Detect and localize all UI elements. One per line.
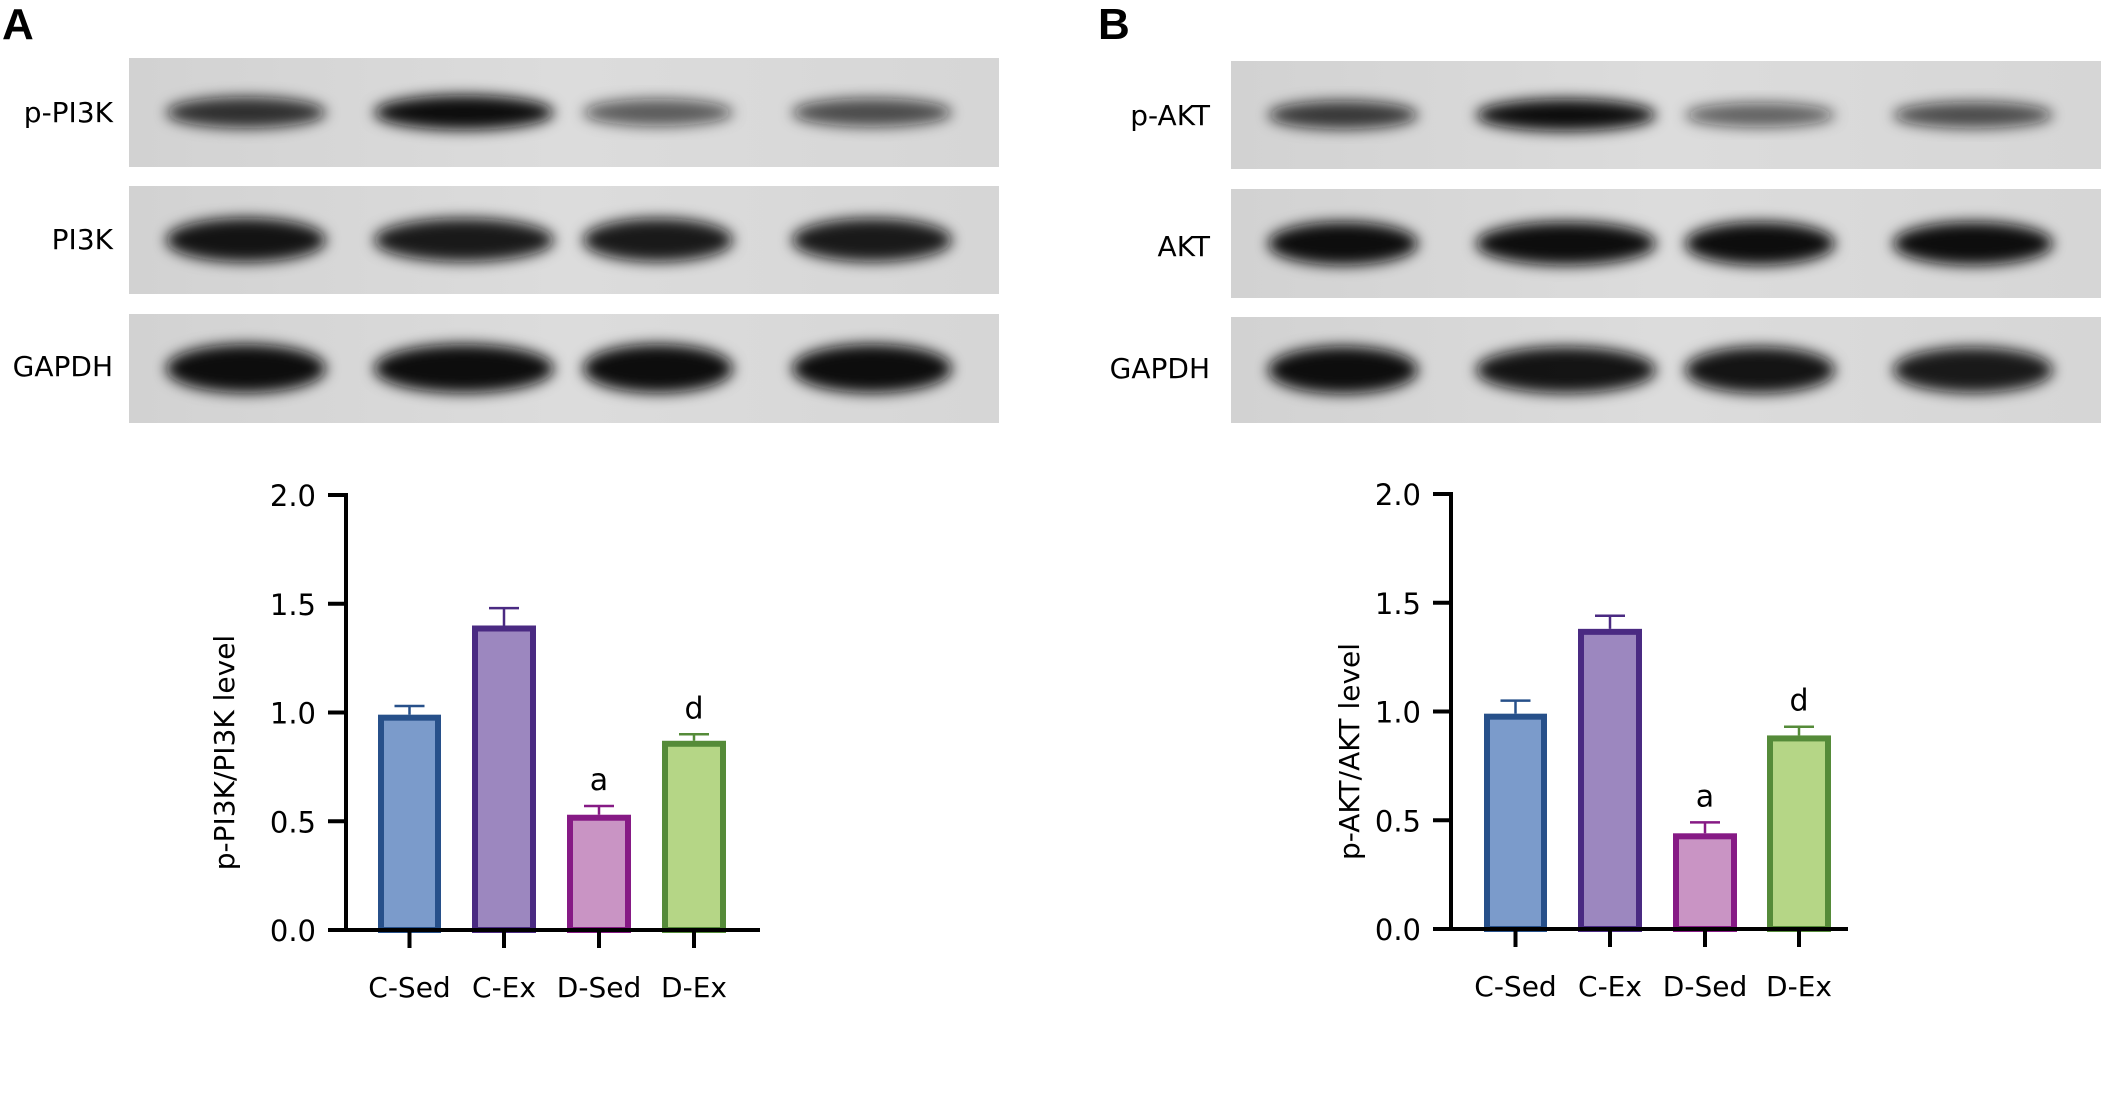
blot-label-b-1: p-AKT	[1130, 99, 1210, 132]
y-tick-label: 2.0	[1375, 478, 1421, 512]
x-tick-label: D-Ex	[661, 971, 727, 1004]
blot-band	[1893, 347, 2053, 393]
x-tick-label: C-Ex	[1578, 970, 1642, 1003]
blot-label-a-2: PI3K	[51, 223, 113, 256]
blot-band	[1268, 221, 1418, 266]
blot-band	[374, 218, 554, 262]
bar-c-sed	[378, 714, 441, 933]
bar-c-ex	[1578, 628, 1642, 932]
blot-band	[1476, 346, 1656, 394]
blot-band	[583, 98, 733, 127]
blot-band	[792, 343, 952, 394]
blot-band	[583, 218, 733, 262]
blot-label-b-3: GAPDH	[1109, 352, 1210, 385]
blot-band	[374, 95, 554, 130]
x-tick-label: C-Sed	[1474, 970, 1556, 1003]
blot-band	[1268, 100, 1418, 130]
bar-c-sed	[1484, 713, 1547, 932]
blot-band	[166, 217, 326, 263]
bar-chart-b: C-Sed C-Ex a D-Sed d D-Ex 0.0 0.5 1.0 1.5 2.0 p-AKT…	[1333, 478, 1848, 1003]
bar-c-ex	[472, 625, 536, 933]
y-tick-label: 1.0	[270, 697, 316, 731]
blot-band	[166, 343, 326, 394]
panel-b-letter: B	[1098, 0, 1130, 49]
bar-d-sed	[567, 814, 631, 933]
x-tick-label: D-Ex	[1766, 970, 1832, 1003]
x-tick-label: D-Sed	[557, 971, 641, 1004]
y-tick-label: 1.5	[1375, 587, 1421, 621]
western-blot-strip	[129, 186, 999, 294]
western-blot-strip	[1231, 317, 2101, 423]
bar-d-ex	[662, 740, 726, 934]
western-blot-strip	[129, 58, 999, 167]
western-blot-strip	[1231, 61, 2101, 169]
blot-band	[374, 343, 554, 394]
western-blot-strip	[129, 314, 999, 423]
x-tick-label: D-Sed	[1663, 970, 1747, 1003]
significance-label: a	[1696, 779, 1714, 814]
bar-chart-a: C-Sed C-Ex a D-Sed d D-Ex 0.0 0.5 1.0 1.5 2.0 p-PI3…	[208, 479, 760, 1004]
y-tick-label: 1.5	[270, 588, 316, 622]
blot-band	[792, 218, 952, 262]
panel-a-letter: A	[2, 0, 34, 49]
blot-band	[1685, 102, 1835, 128]
blot-label-b-2: AKT	[1157, 230, 1210, 263]
x-tick-label: C-Sed	[368, 971, 450, 1004]
y-tick-label: 0.0	[270, 914, 316, 948]
significance-label: a	[590, 763, 608, 798]
y-tick-label: 2.0	[270, 479, 316, 513]
significance-label: d	[684, 691, 703, 726]
blot-label-a-1: p-PI3K	[23, 96, 113, 129]
y-tick-label: 0.5	[1375, 804, 1421, 838]
x-tick-label: C-Ex	[472, 971, 536, 1004]
y-tick-label: 1.0	[1375, 696, 1421, 730]
y-axis-label: p-PI3K/PI3K level	[208, 635, 241, 870]
bar-d-ex	[1767, 735, 1831, 932]
bar-d-sed	[1673, 833, 1737, 932]
blot-band	[1268, 346, 1418, 394]
y-tick-label: 0.0	[1375, 913, 1421, 947]
blot-band	[1893, 221, 2053, 266]
blot-band	[166, 96, 326, 129]
y-axis-label: p-AKT/AKT level	[1333, 643, 1366, 860]
blot-band	[1893, 101, 2053, 129]
blot-band	[1476, 221, 1656, 266]
western-blot-strip	[1231, 189, 2101, 298]
blot-band	[1476, 98, 1656, 132]
blot-label-a-3: GAPDH	[12, 350, 113, 383]
blot-band	[792, 98, 952, 127]
y-tick-label: 0.5	[270, 805, 316, 839]
significance-label: d	[1789, 684, 1808, 719]
blot-band	[583, 343, 733, 394]
blot-band	[1685, 346, 1835, 394]
blot-band	[1685, 221, 1835, 266]
